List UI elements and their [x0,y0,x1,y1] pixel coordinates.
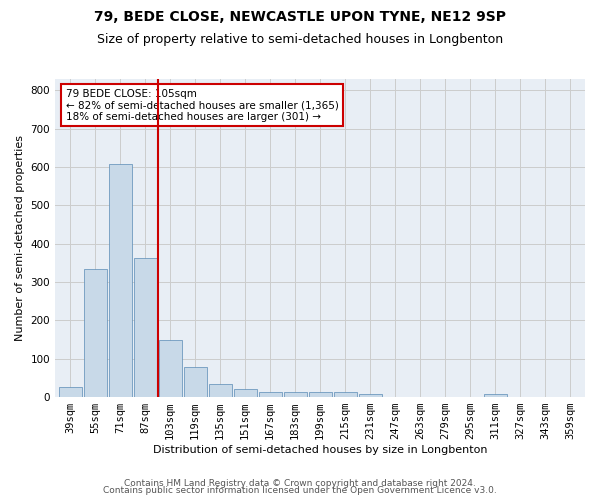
Bar [59,386,82,397]
Bar [109,164,131,397]
Text: Contains public sector information licensed under the Open Government Licence v3: Contains public sector information licen… [103,486,497,495]
Bar [233,390,257,397]
Text: Contains HM Land Registry data © Crown copyright and database right 2024.: Contains HM Land Registry data © Crown c… [124,478,476,488]
Bar [83,268,107,397]
Bar [484,394,506,397]
X-axis label: Distribution of semi-detached houses by size in Longbenton: Distribution of semi-detached houses by … [153,445,487,455]
Bar [259,392,281,397]
Text: 79 BEDE CLOSE: 105sqm
← 82% of semi-detached houses are smaller (1,365)
18% of s: 79 BEDE CLOSE: 105sqm ← 82% of semi-deta… [65,88,338,122]
Bar [334,392,356,397]
Bar [284,392,307,397]
Text: Size of property relative to semi-detached houses in Longbenton: Size of property relative to semi-detach… [97,32,503,46]
Bar [308,392,332,397]
Bar [134,258,157,397]
Y-axis label: Number of semi-detached properties: Number of semi-detached properties [15,135,25,341]
Bar [359,394,382,397]
Bar [158,340,182,397]
Bar [184,367,206,397]
Bar [209,384,232,397]
Text: 79, BEDE CLOSE, NEWCASTLE UPON TYNE, NE12 9SP: 79, BEDE CLOSE, NEWCASTLE UPON TYNE, NE1… [94,10,506,24]
